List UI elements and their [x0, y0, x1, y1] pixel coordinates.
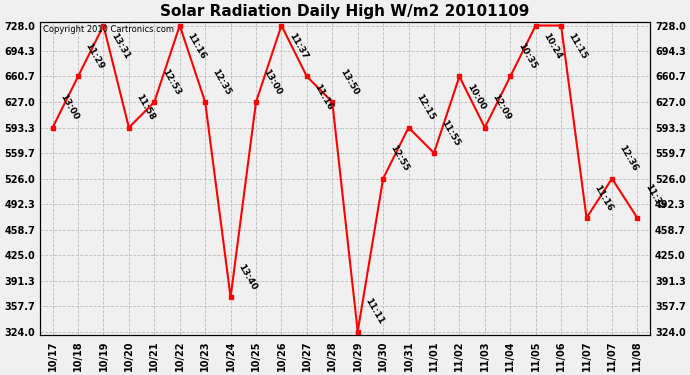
Text: 13:50: 13:50	[338, 67, 360, 96]
Text: 12:09: 12:09	[491, 93, 513, 122]
Text: 12:53: 12:53	[160, 67, 182, 96]
Text: Copyright 2010 Cartronics.com: Copyright 2010 Cartronics.com	[43, 25, 174, 34]
Text: 11:37: 11:37	[287, 31, 309, 60]
Text: 11:16: 11:16	[313, 82, 335, 111]
Text: 11:58: 11:58	[135, 93, 157, 122]
Text: 12:36: 12:36	[618, 144, 640, 173]
Text: 11:55: 11:55	[440, 118, 462, 147]
Text: 11:37: 11:37	[643, 183, 665, 212]
Text: 12:15: 12:15	[414, 93, 436, 122]
Text: 12:35: 12:35	[210, 67, 233, 96]
Text: 11:29: 11:29	[83, 42, 106, 71]
Text: 11:15: 11:15	[566, 31, 589, 60]
Text: 13:00: 13:00	[58, 93, 80, 122]
Text: 10:24: 10:24	[541, 31, 563, 60]
Text: 12:55: 12:55	[388, 144, 411, 173]
Text: 13:00: 13:00	[262, 68, 284, 96]
Text: 11:11: 11:11	[363, 297, 386, 326]
Text: 11:16: 11:16	[592, 183, 614, 212]
Text: 13:40: 13:40	[236, 262, 258, 292]
Text: 13:31: 13:31	[109, 31, 131, 60]
Text: 11:16: 11:16	[186, 31, 208, 60]
Title: Solar Radiation Daily High W/m2 20101109: Solar Radiation Daily High W/m2 20101109	[160, 4, 530, 19]
Text: 10:00: 10:00	[465, 82, 487, 111]
Text: 10:35: 10:35	[516, 42, 538, 71]
